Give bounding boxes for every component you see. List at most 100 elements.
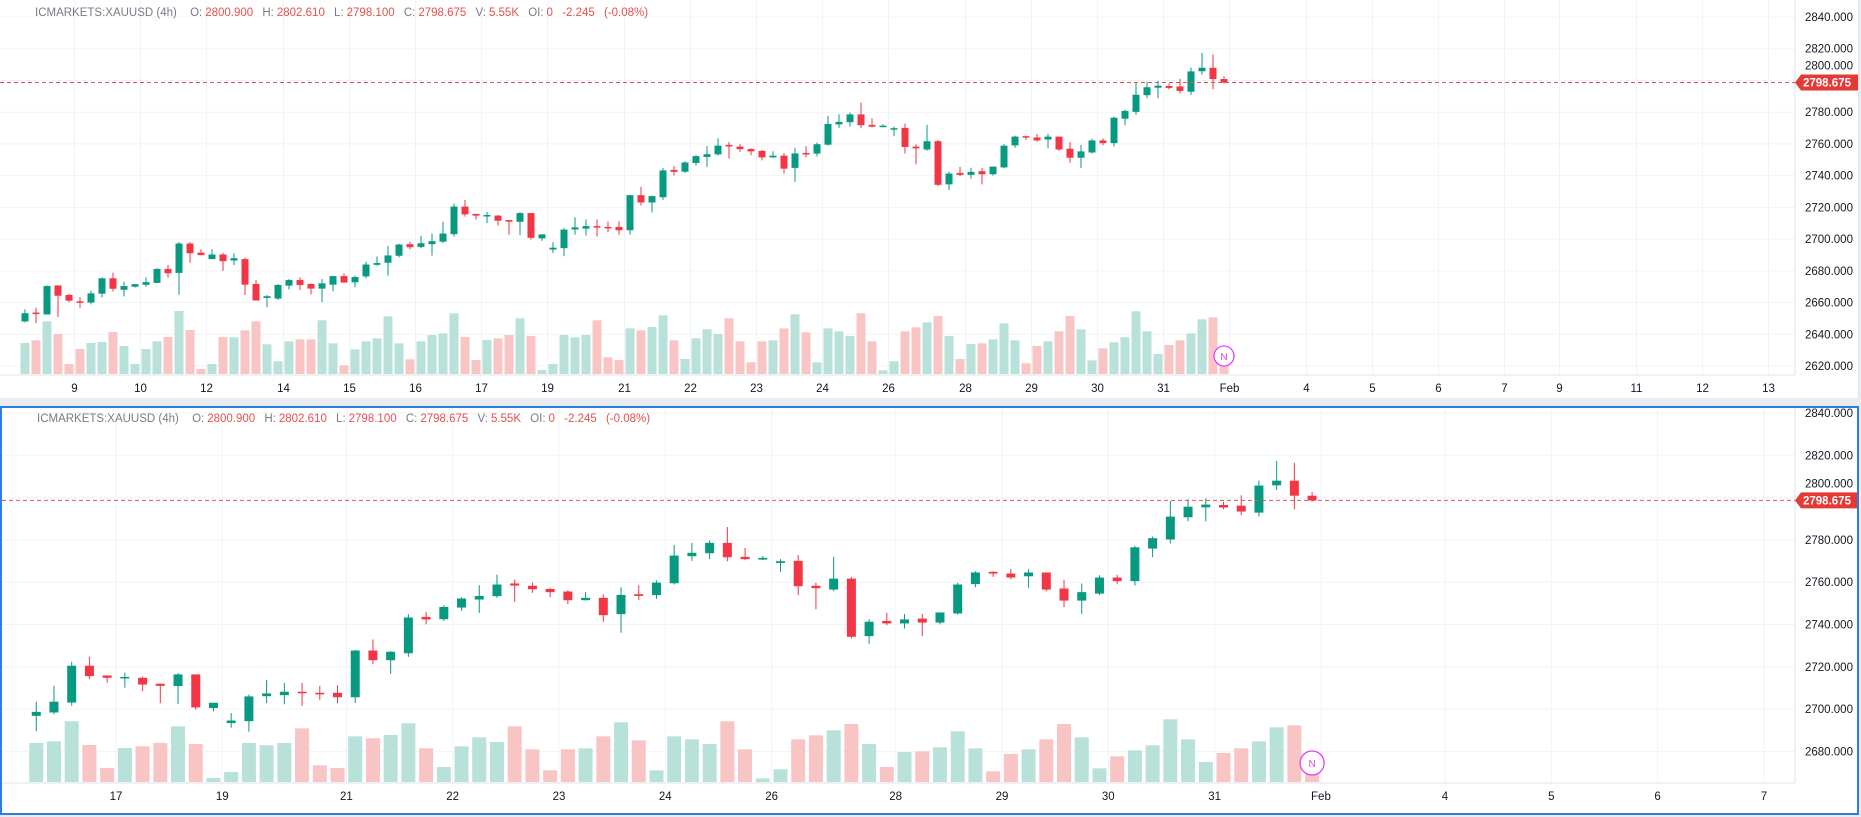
candle[interactable] bbox=[945, 171, 953, 191]
candle[interactable] bbox=[882, 612, 892, 626]
candle[interactable] bbox=[549, 242, 557, 254]
candle[interactable] bbox=[563, 590, 573, 605]
candle[interactable] bbox=[687, 542, 697, 561]
candle[interactable] bbox=[681, 161, 689, 173]
candle[interactable] bbox=[1220, 76, 1228, 84]
candle[interactable] bbox=[626, 194, 634, 235]
candle[interactable] bbox=[747, 148, 755, 156]
candle[interactable] bbox=[1154, 80, 1162, 99]
candle[interactable] bbox=[736, 144, 744, 152]
candle[interactable] bbox=[142, 277, 150, 287]
candle[interactable] bbox=[978, 167, 986, 185]
candle[interactable] bbox=[1148, 536, 1158, 558]
candlestick-chart-top[interactable]: 2840.000 2820.000 2800.000 2780.000 2760.000… bbox=[0, 0, 1858, 398]
candle[interactable] bbox=[226, 713, 236, 728]
candle[interactable] bbox=[175, 241, 183, 295]
candle[interactable] bbox=[651, 580, 661, 599]
candle[interactable] bbox=[1198, 53, 1206, 75]
candle[interactable] bbox=[917, 613, 927, 637]
candle[interactable] bbox=[472, 213, 480, 220]
candle[interactable] bbox=[758, 555, 768, 561]
candle[interactable] bbox=[740, 547, 750, 561]
candle[interactable] bbox=[510, 579, 520, 602]
candle[interactable] bbox=[153, 268, 161, 284]
candle[interactable] bbox=[1066, 142, 1074, 163]
candle[interactable] bbox=[76, 297, 84, 308]
candle[interactable] bbox=[791, 147, 799, 182]
candle[interactable] bbox=[829, 556, 839, 592]
candle[interactable] bbox=[155, 683, 165, 704]
candle[interactable] bbox=[516, 212, 524, 236]
candle[interactable] bbox=[758, 149, 766, 161]
candle[interactable] bbox=[545, 587, 555, 598]
candle[interactable] bbox=[362, 261, 370, 279]
news-marker[interactable]: N bbox=[1299, 750, 1325, 776]
candle[interactable] bbox=[637, 186, 645, 206]
candle[interactable] bbox=[793, 555, 803, 596]
symbol-label[interactable]: ICMARKETS:XAUUSD (4h) bbox=[35, 7, 177, 19]
candle[interactable] bbox=[648, 195, 656, 213]
candle[interactable] bbox=[1130, 545, 1140, 586]
candle[interactable] bbox=[494, 214, 502, 226]
candle[interactable] bbox=[49, 685, 59, 715]
candle[interactable] bbox=[1022, 135, 1030, 140]
candle[interactable] bbox=[65, 294, 73, 303]
candle[interactable] bbox=[846, 576, 856, 639]
candle[interactable] bbox=[581, 591, 591, 601]
candle[interactable] bbox=[191, 674, 201, 710]
candle[interactable] bbox=[1165, 83, 1173, 90]
candle[interactable] bbox=[340, 273, 348, 283]
candle[interactable] bbox=[835, 114, 843, 128]
candle[interactable] bbox=[616, 587, 626, 633]
candle[interactable] bbox=[439, 221, 447, 244]
candle[interactable] bbox=[230, 253, 238, 266]
candle[interactable] bbox=[571, 217, 579, 235]
candle[interactable] bbox=[1143, 81, 1151, 99]
candle[interactable] bbox=[417, 235, 425, 249]
candle[interactable] bbox=[21, 309, 29, 323]
candlestick-chart-bottom[interactable]: 2840.000 2820.000 2800.000 2780.000 2760.000… bbox=[2, 408, 1857, 813]
candle[interactable] bbox=[98, 277, 106, 298]
candle[interactable] bbox=[669, 544, 679, 585]
candle[interactable] bbox=[262, 680, 272, 704]
candle[interactable] bbox=[824, 115, 832, 146]
candle[interactable] bbox=[864, 619, 874, 644]
candle[interactable] bbox=[923, 124, 931, 151]
candle[interactable] bbox=[776, 559, 785, 572]
candle[interactable] bbox=[1055, 136, 1063, 151]
candle[interactable] bbox=[333, 685, 342, 704]
candle[interactable] bbox=[54, 285, 62, 318]
candle[interactable] bbox=[274, 284, 282, 300]
candle[interactable] bbox=[1236, 495, 1246, 516]
candle[interactable] bbox=[138, 676, 148, 692]
candle[interactable] bbox=[1254, 480, 1264, 517]
candle[interactable] bbox=[1094, 575, 1104, 596]
symbol-label[interactable]: ICMARKETS:XAUUSD (4h) bbox=[37, 413, 179, 425]
candle[interactable] bbox=[703, 146, 711, 167]
candle[interactable] bbox=[890, 126, 898, 137]
chart-pane-top[interactable]: ICMARKETS:XAUUSD (4h) O: 2800.900 H: 2802.… bbox=[0, 0, 1859, 398]
candle[interactable] bbox=[802, 146, 810, 158]
candle[interactable] bbox=[598, 594, 608, 622]
candle[interactable] bbox=[1006, 568, 1016, 580]
candle[interactable] bbox=[857, 102, 865, 129]
candle[interactable] bbox=[970, 571, 980, 588]
candle[interactable] bbox=[1077, 583, 1087, 615]
candle[interactable] bbox=[505, 220, 513, 235]
candle[interactable] bbox=[329, 276, 337, 292]
candle[interactable] bbox=[527, 582, 537, 593]
candle[interactable] bbox=[307, 283, 315, 295]
candle[interactable] bbox=[846, 112, 854, 127]
candle[interactable] bbox=[1059, 579, 1069, 608]
candle[interactable] bbox=[474, 585, 484, 613]
candle[interactable] bbox=[43, 285, 51, 315]
candle[interactable] bbox=[813, 142, 821, 157]
candle[interactable] bbox=[988, 571, 998, 577]
candle[interactable] bbox=[1112, 574, 1122, 584]
candle[interactable] bbox=[315, 685, 325, 700]
candle[interactable] bbox=[1132, 82, 1140, 115]
candle[interactable] bbox=[1099, 138, 1107, 146]
candle[interactable] bbox=[406, 241, 414, 250]
candle[interactable] bbox=[164, 264, 172, 278]
candle[interactable] bbox=[953, 582, 963, 615]
